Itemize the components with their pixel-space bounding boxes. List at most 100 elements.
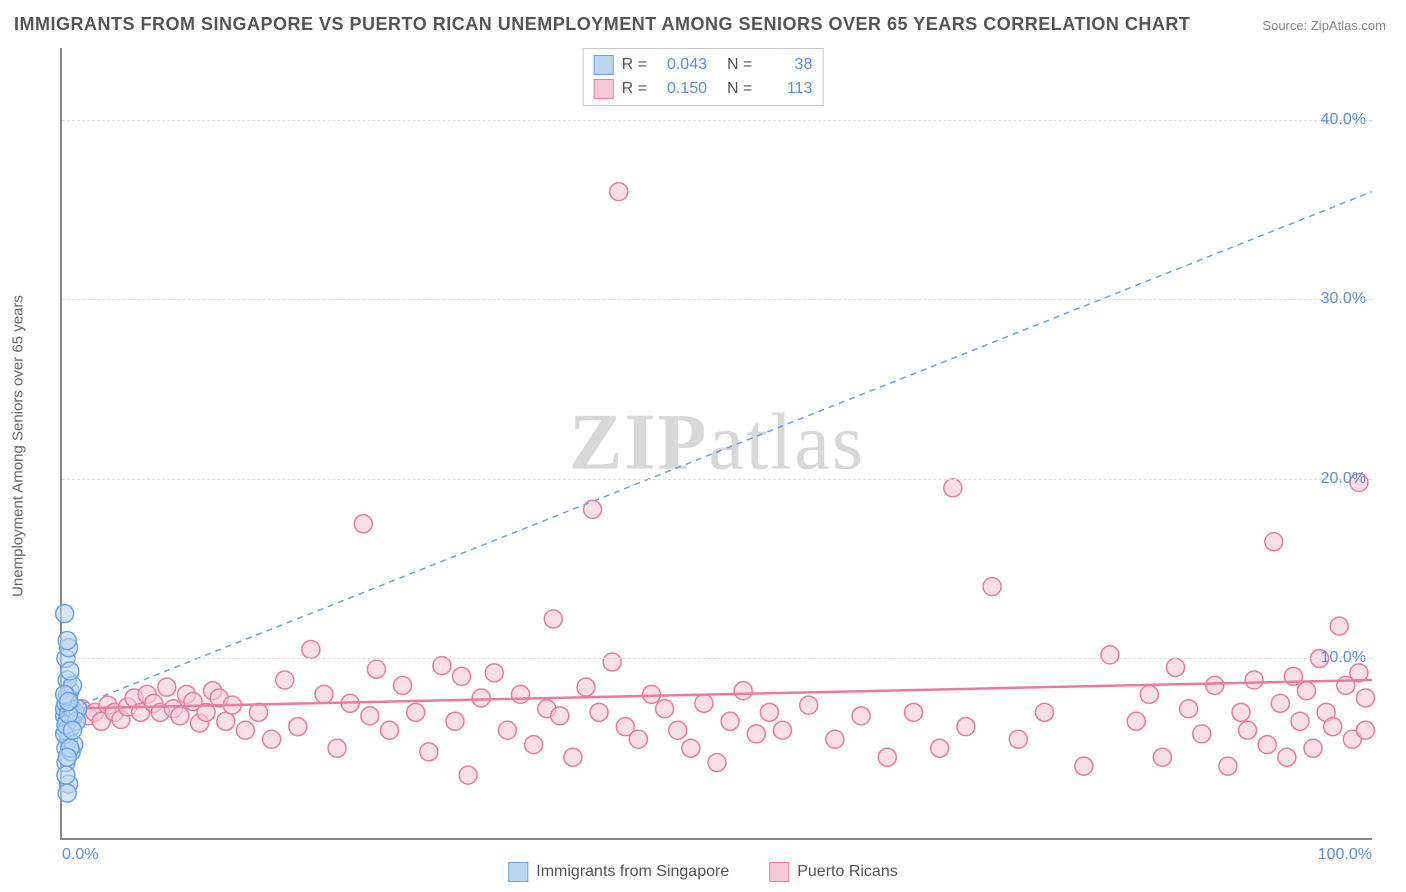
legend-row-singapore: R =0.043N =38 — [594, 53, 813, 77]
data-point-puertorican — [551, 707, 569, 725]
data-point-puertorican — [472, 689, 490, 707]
data-point-puertorican — [1140, 685, 1158, 703]
r-label: R = — [622, 80, 647, 98]
n-label: N = — [727, 80, 752, 98]
data-point-puertorican — [1298, 682, 1316, 700]
data-point-singapore — [63, 721, 81, 739]
data-point-puertorican — [957, 718, 975, 736]
data-point-puertorican — [852, 707, 870, 725]
data-point-puertorican — [1278, 748, 1296, 766]
data-point-singapore — [57, 766, 75, 784]
data-point-puertorican — [446, 712, 464, 730]
data-point-puertorican — [760, 703, 778, 721]
data-point-puertorican — [643, 685, 661, 703]
data-point-puertorican — [512, 685, 530, 703]
data-point-puertorican — [1036, 703, 1054, 721]
x-tick-label: 0.0% — [62, 846, 98, 864]
data-point-puertorican — [420, 743, 438, 761]
data-point-puertorican — [158, 678, 176, 696]
y-tick-label: 20.0% — [1321, 470, 1366, 488]
data-point-puertorican — [276, 671, 294, 689]
swatch-singapore-top — [594, 55, 614, 75]
trend-line-singapore — [62, 192, 1372, 713]
data-point-puertorican — [584, 500, 602, 518]
gridline — [62, 120, 1372, 121]
data-point-puertorican — [774, 721, 792, 739]
data-point-puertorican — [544, 610, 562, 628]
source-name: ZipAtlas.com — [1311, 18, 1386, 33]
data-point-puertorican — [381, 721, 399, 739]
y-tick-label: 40.0% — [1321, 111, 1366, 129]
data-point-puertorican — [656, 700, 674, 718]
y-tick-label: 10.0% — [1321, 649, 1366, 667]
data-point-puertorican — [721, 712, 739, 730]
data-point-puertorican — [931, 739, 949, 757]
data-point-puertorican — [394, 676, 412, 694]
data-point-puertorican — [315, 685, 333, 703]
data-point-puertorican — [217, 712, 235, 730]
data-point-singapore — [58, 632, 76, 650]
data-point-puertorican — [361, 707, 379, 725]
y-axis-label: Unemployment Among Seniors over 65 years — [10, 295, 27, 597]
chart-title: IMMIGRANTS FROM SINGAPORE VS PUERTO RICA… — [14, 14, 1190, 35]
scatter-svg — [62, 48, 1372, 838]
data-point-puertorican — [1180, 700, 1198, 718]
data-point-puertorican — [590, 703, 608, 721]
data-point-puertorican — [944, 479, 962, 497]
data-point-puertorican — [1245, 671, 1263, 689]
y-tick-label: 30.0% — [1321, 290, 1366, 308]
data-point-puertorican — [498, 721, 516, 739]
series-legend: Immigrants from Singapore Puerto Ricans — [508, 862, 897, 882]
source-attribution: Source: ZipAtlas.com — [1262, 18, 1386, 33]
data-point-puertorican — [1167, 658, 1185, 676]
data-point-puertorican — [905, 703, 923, 721]
data-point-puertorican — [236, 721, 254, 739]
data-point-puertorican — [564, 748, 582, 766]
data-point-puertorican — [250, 703, 268, 721]
data-point-puertorican — [682, 739, 700, 757]
data-point-puertorican — [577, 678, 595, 696]
correlation-legend: R =0.043N =38R =0.150N =113 — [583, 48, 824, 106]
data-point-puertorican — [302, 640, 320, 658]
data-point-puertorican — [459, 766, 477, 784]
data-point-puertorican — [669, 721, 687, 739]
data-point-singapore — [58, 748, 76, 766]
data-point-puertorican — [1153, 748, 1171, 766]
data-point-puertorican — [1239, 721, 1257, 739]
data-point-puertorican — [1009, 730, 1027, 748]
data-point-puertorican — [708, 754, 726, 772]
data-point-puertorican — [367, 660, 385, 678]
r-label: R = — [622, 56, 647, 74]
data-point-puertorican — [1101, 646, 1119, 664]
data-point-puertorican — [983, 578, 1001, 596]
data-point-puertorican — [1232, 703, 1250, 721]
n-value: 113 — [760, 80, 812, 98]
data-point-puertorican — [747, 725, 765, 743]
data-point-puertorican — [1356, 689, 1374, 707]
data-point-puertorican — [1324, 718, 1342, 736]
data-point-puertorican — [1330, 617, 1348, 635]
data-point-puertorican — [263, 730, 281, 748]
gridline — [62, 479, 1372, 480]
data-point-puertorican — [1206, 676, 1224, 694]
r-value: 0.043 — [655, 56, 707, 74]
r-value: 0.150 — [655, 80, 707, 98]
data-point-puertorican — [1219, 757, 1237, 775]
data-point-puertorican — [485, 664, 503, 682]
data-point-puertorican — [826, 730, 844, 748]
data-point-puertorican — [878, 748, 896, 766]
data-point-puertorican — [289, 718, 307, 736]
data-point-puertorican — [800, 696, 818, 714]
data-point-puertorican — [610, 183, 628, 201]
data-point-puertorican — [1075, 757, 1093, 775]
swatch-puertorican — [769, 862, 789, 882]
data-point-singapore — [56, 605, 74, 623]
trend-line-puertorican — [62, 680, 1372, 709]
legend-label-puertorican: Puerto Ricans — [797, 863, 898, 881]
data-point-puertorican — [603, 653, 621, 671]
data-point-puertorican — [695, 694, 713, 712]
x-tick-label: 100.0% — [1318, 846, 1372, 864]
data-point-puertorican — [734, 682, 752, 700]
gridline — [62, 658, 1372, 659]
data-point-puertorican — [354, 515, 372, 533]
